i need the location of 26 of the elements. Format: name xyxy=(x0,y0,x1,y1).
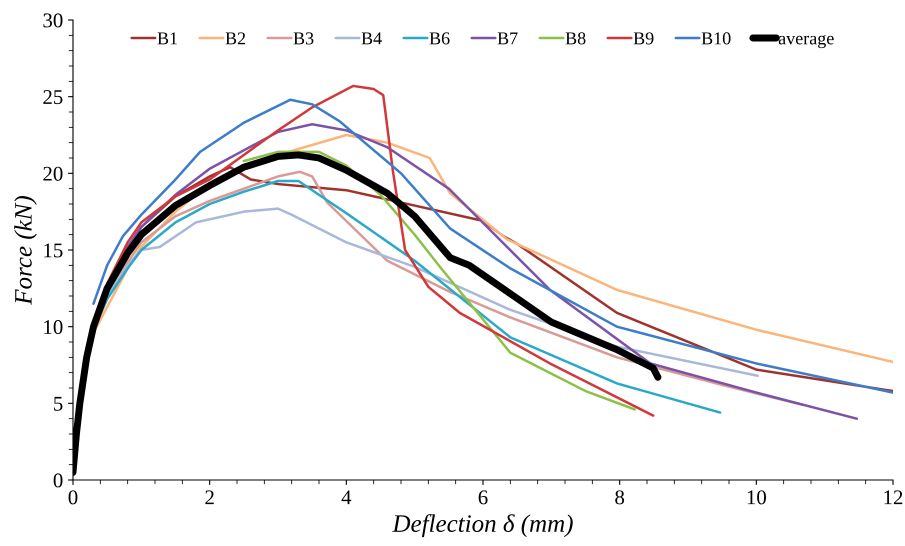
y-tick-label: 25 xyxy=(43,90,62,104)
legend-label: B4 xyxy=(362,32,382,44)
y-tick-label: 15 xyxy=(44,243,62,258)
x-axis-title: Deflection δ (mm) xyxy=(392,514,573,538)
legend-label: B10 xyxy=(702,32,731,44)
x-tick-label: 10 xyxy=(748,490,766,504)
legend-label: B3 xyxy=(294,32,314,44)
x-tick-label: 8 xyxy=(615,490,624,504)
y-tick-label: 20 xyxy=(43,166,62,181)
legend-label: B8 xyxy=(566,32,586,44)
legend-label: B7 xyxy=(498,32,518,44)
legend-label: average xyxy=(778,35,834,48)
x-tick-label: 12 xyxy=(884,490,902,504)
y-tick-label: 0 xyxy=(54,473,62,488)
x-tick-label: 6 xyxy=(478,490,488,504)
x-tick-label: 2 xyxy=(205,490,214,504)
legend-label: B1 xyxy=(158,32,177,44)
legend-label: B9 xyxy=(634,32,654,44)
y-tick-label: 30 xyxy=(43,13,62,28)
x-tick-label: 0 xyxy=(68,490,78,504)
y-axis-title: Force (kN) xyxy=(14,196,37,305)
legend-label: B6 xyxy=(430,32,450,44)
legend-label: B2 xyxy=(226,32,246,44)
x-tick-label: 4 xyxy=(342,490,352,504)
y-tick-label: 10 xyxy=(44,320,62,334)
y-tick-label: 5 xyxy=(54,396,62,411)
